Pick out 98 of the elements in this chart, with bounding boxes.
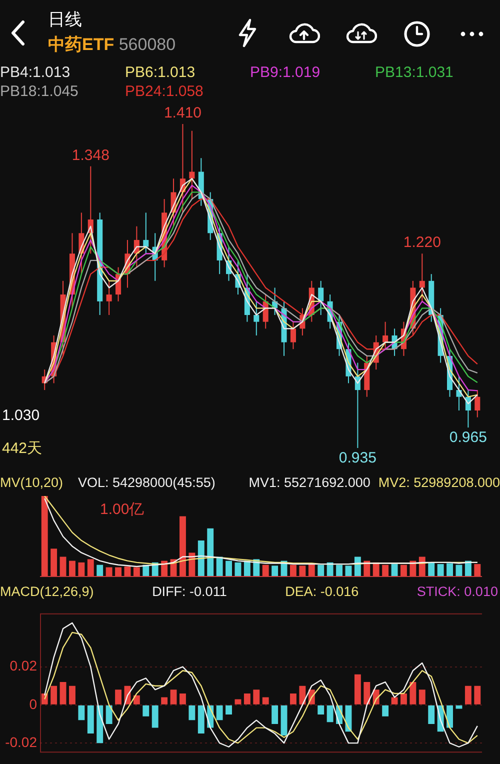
- bar: [226, 560, 232, 577]
- bar: [272, 566, 278, 577]
- annotation: 0.965: [449, 429, 487, 446]
- bar: [280, 705, 288, 736]
- text: DIFF: -0.011: [152, 584, 227, 598]
- bar: [464, 686, 472, 704]
- bar: [400, 564, 407, 577]
- text: VOL: 54298000(45:55): [78, 475, 216, 490]
- annotation: 1.220: [403, 234, 441, 252]
- bar: [50, 548, 58, 577]
- text: PB4:1.013: [0, 64, 72, 81]
- annotation: 1.410: [164, 104, 202, 122]
- bar: [87, 705, 94, 734]
- candlestick: [290, 321, 296, 350]
- bar: [96, 705, 104, 744]
- annotation: 0.935: [338, 450, 376, 467]
- bar: [418, 690, 426, 704]
- candlestick: [189, 130, 195, 200]
- bar: [69, 560, 76, 577]
- bar: [400, 693, 407, 704]
- bar: [115, 690, 122, 704]
- text: 1.030: [2, 407, 40, 424]
- text: PB9:1.019: [250, 64, 322, 81]
- bar: [318, 564, 324, 577]
- bar: [216, 705, 223, 720]
- bar: [272, 705, 278, 724]
- bar: [244, 693, 250, 704]
- annotation: 1.348: [72, 146, 110, 164]
- bar: [152, 705, 158, 728]
- bar: [382, 705, 389, 716]
- bar: [290, 693, 296, 704]
- bar: [336, 564, 342, 577]
- text: MV1: 55271692.000: [248, 475, 370, 490]
- bar: [318, 705, 324, 714]
- text: PB13:1.031: [375, 64, 454, 81]
- bar: [364, 682, 370, 704]
- y-tick-label: -0.02: [5, 734, 38, 750]
- bar: [207, 528, 214, 577]
- text: MV2: 52989208.000: [378, 475, 500, 490]
- bar: [161, 697, 168, 704]
- bar: [446, 705, 453, 728]
- bar: [170, 690, 177, 704]
- bar: [474, 686, 481, 704]
- bar: [308, 564, 315, 577]
- bar: [41, 496, 48, 577]
- candlestick: [419, 253, 425, 302]
- text: PB6:1.013: [125, 64, 196, 81]
- bar: [253, 690, 260, 704]
- bar: [87, 559, 94, 577]
- bar: [50, 686, 58, 704]
- annotation: 1.00亿: [100, 500, 144, 519]
- candlestick: [254, 300, 260, 336]
- candlestick: [474, 390, 480, 418]
- bar: [326, 705, 334, 722]
- bar: [234, 699, 242, 704]
- bar: [428, 705, 435, 724]
- bar: [180, 516, 186, 577]
- bar: [78, 562, 85, 577]
- chart-subtitle: 中药ETF 560080: [48, 35, 176, 54]
- candlestick: [318, 280, 324, 316]
- bar: [60, 682, 66, 704]
- bar: [78, 705, 85, 720]
- bar: [382, 564, 389, 577]
- bar: [391, 697, 398, 704]
- bar: [262, 697, 269, 704]
- annotation: 442天: [2, 439, 42, 458]
- bar: [437, 564, 444, 577]
- bar: [428, 562, 435, 577]
- text: PB24:1.058: [125, 83, 204, 100]
- bar: [354, 674, 361, 704]
- y-tick-label: 0: [29, 696, 38, 712]
- text: STICK: 0.010: [416, 584, 498, 598]
- chart-title: 日线: [48, 9, 82, 31]
- bar: [410, 682, 416, 704]
- text: PB18:1.045: [0, 83, 80, 100]
- bar: [106, 705, 112, 724]
- bar: [180, 693, 186, 704]
- chart-title: MACD(12,26,9): [0, 584, 94, 598]
- bar: [226, 705, 232, 714]
- bar: [188, 705, 196, 720]
- bar: [69, 686, 76, 704]
- bar: [299, 566, 306, 577]
- y-tick-label: 0.02: [10, 658, 38, 674]
- bar: [96, 564, 104, 577]
- bar: [474, 564, 481, 577]
- bar: [198, 540, 204, 577]
- bar: [198, 705, 204, 734]
- bar: [142, 705, 150, 716]
- candlestick: [382, 321, 388, 350]
- bar: [290, 564, 296, 577]
- bar: [446, 563, 453, 577]
- candlestick: [143, 212, 149, 254]
- text: DEA: -0.016: [285, 584, 359, 598]
- bar: [262, 564, 269, 577]
- bar: [133, 695, 140, 704]
- candlestick: [106, 280, 112, 316]
- bar: [299, 686, 306, 704]
- chart-title: MV(10,20): [0, 475, 64, 490]
